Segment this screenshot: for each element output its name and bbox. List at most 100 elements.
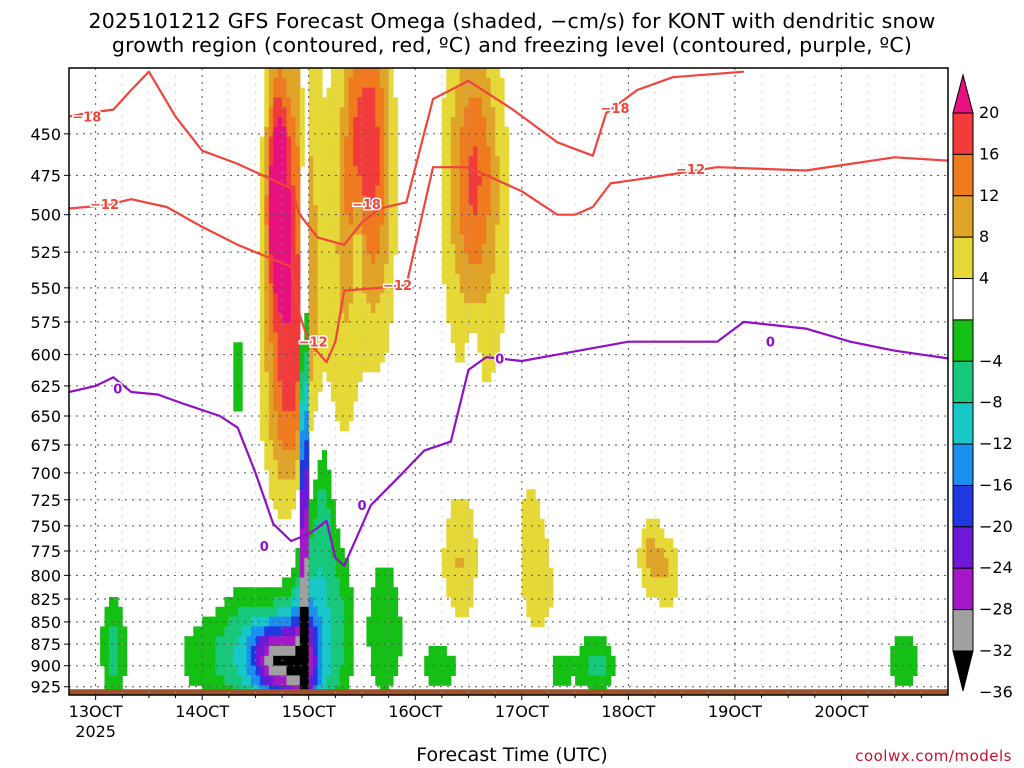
omega-cell bbox=[366, 215, 372, 226]
omega-cell bbox=[362, 87, 367, 98]
omega-cell bbox=[459, 528, 465, 539]
omega-cell bbox=[455, 126, 461, 138]
omega-cell bbox=[264, 675, 270, 686]
omega-cell bbox=[339, 107, 345, 118]
colorbar-label: −36 bbox=[979, 682, 1013, 701]
omega-cell bbox=[490, 146, 496, 157]
omega-cell bbox=[264, 401, 270, 412]
omega-cell bbox=[370, 175, 376, 187]
omega-cell bbox=[366, 166, 372, 177]
omega-cell bbox=[495, 273, 501, 285]
omega-cell bbox=[375, 215, 381, 226]
omega-cell bbox=[291, 126, 296, 138]
omega-cell bbox=[299, 665, 305, 676]
colorbar-top-arrow bbox=[952, 73, 974, 114]
omega-cell bbox=[890, 646, 896, 657]
y-tick-label: 775 bbox=[30, 542, 61, 561]
y-tick-label: 675 bbox=[30, 436, 61, 455]
omega-cell bbox=[313, 479, 319, 490]
omega-cell bbox=[228, 665, 234, 676]
omega-cell bbox=[357, 263, 363, 275]
omega-cell bbox=[659, 548, 665, 559]
omega-cell bbox=[259, 215, 265, 226]
omega-cell bbox=[362, 175, 367, 187]
omega-cell bbox=[330, 312, 336, 324]
omega-cell bbox=[375, 136, 381, 147]
omega-cell bbox=[304, 518, 310, 530]
omega-cell bbox=[322, 254, 327, 265]
omega-cell bbox=[557, 665, 563, 676]
omega-cell bbox=[473, 312, 478, 324]
omega-cell bbox=[348, 332, 354, 343]
omega-cell bbox=[353, 361, 359, 373]
omega-cell bbox=[446, 175, 452, 187]
omega-cell bbox=[379, 166, 385, 177]
omega-cell bbox=[308, 107, 314, 118]
omega-cell bbox=[242, 626, 248, 637]
colorbar-swatch bbox=[952, 526, 974, 569]
omega-cell bbox=[650, 567, 656, 578]
omega-cell bbox=[370, 97, 376, 108]
omega-cell bbox=[339, 185, 345, 196]
omega-cell bbox=[326, 675, 332, 686]
omega-cell bbox=[313, 215, 319, 226]
omega-cell bbox=[286, 205, 292, 216]
omega-cell bbox=[357, 234, 363, 245]
colorbar-label: −4 bbox=[979, 351, 1003, 370]
omega-cell bbox=[544, 587, 549, 598]
omega-cell bbox=[362, 117, 367, 128]
omega-cell bbox=[379, 646, 385, 657]
omega-cell bbox=[446, 68, 452, 79]
omega-cell bbox=[384, 254, 390, 265]
omega-cell bbox=[322, 567, 327, 578]
omega-cell bbox=[446, 283, 452, 294]
omega-cell bbox=[375, 87, 381, 98]
omega-cell bbox=[584, 665, 589, 676]
omega-cell bbox=[362, 166, 367, 177]
omega-cell bbox=[313, 68, 319, 79]
omega-cell bbox=[339, 577, 345, 588]
omega-cell bbox=[259, 675, 265, 686]
omega-cell bbox=[504, 273, 510, 285]
omega-cell bbox=[388, 175, 394, 187]
omega-cell bbox=[109, 626, 114, 637]
omega-cell bbox=[268, 636, 274, 647]
omega-cell bbox=[455, 293, 461, 304]
omega-cell bbox=[366, 146, 372, 157]
omega-cell bbox=[299, 636, 305, 647]
omega-cell bbox=[304, 440, 310, 451]
x-tick-label: 20OCT bbox=[815, 702, 869, 721]
omega-cell bbox=[264, 234, 270, 245]
omega-cell bbox=[539, 548, 545, 559]
omega-cell bbox=[295, 224, 301, 236]
omega-cell bbox=[384, 636, 390, 647]
omega-cell bbox=[912, 655, 918, 667]
omega-cell bbox=[299, 655, 305, 667]
omega-cell bbox=[313, 528, 319, 539]
omega-cell bbox=[313, 538, 319, 549]
omega-cell bbox=[588, 636, 594, 647]
omega-cell bbox=[286, 665, 292, 676]
omega-cell bbox=[375, 68, 381, 79]
omega-cell bbox=[335, 577, 341, 588]
omega-cell bbox=[495, 87, 501, 98]
omega-cell bbox=[455, 68, 461, 79]
omega-cell bbox=[313, 352, 319, 363]
omega-cell bbox=[295, 146, 301, 157]
source-credit[interactable]: coolwx.com/models bbox=[855, 747, 1012, 765]
omega-cell bbox=[304, 420, 310, 432]
omega-cell bbox=[304, 469, 310, 481]
omega-cell bbox=[459, 146, 465, 157]
omega-cell bbox=[291, 332, 296, 343]
omega-cell bbox=[499, 254, 505, 265]
omega-cell bbox=[268, 107, 274, 118]
omega-cell bbox=[495, 136, 501, 147]
omega-cell bbox=[304, 636, 310, 647]
omega-cell bbox=[299, 489, 305, 500]
omega-cell bbox=[379, 195, 385, 206]
omega-cell bbox=[370, 117, 376, 128]
omega-cell bbox=[264, 205, 270, 216]
omega-cell bbox=[313, 675, 319, 686]
omega-cell bbox=[544, 567, 549, 578]
omega-cell bbox=[362, 156, 367, 167]
